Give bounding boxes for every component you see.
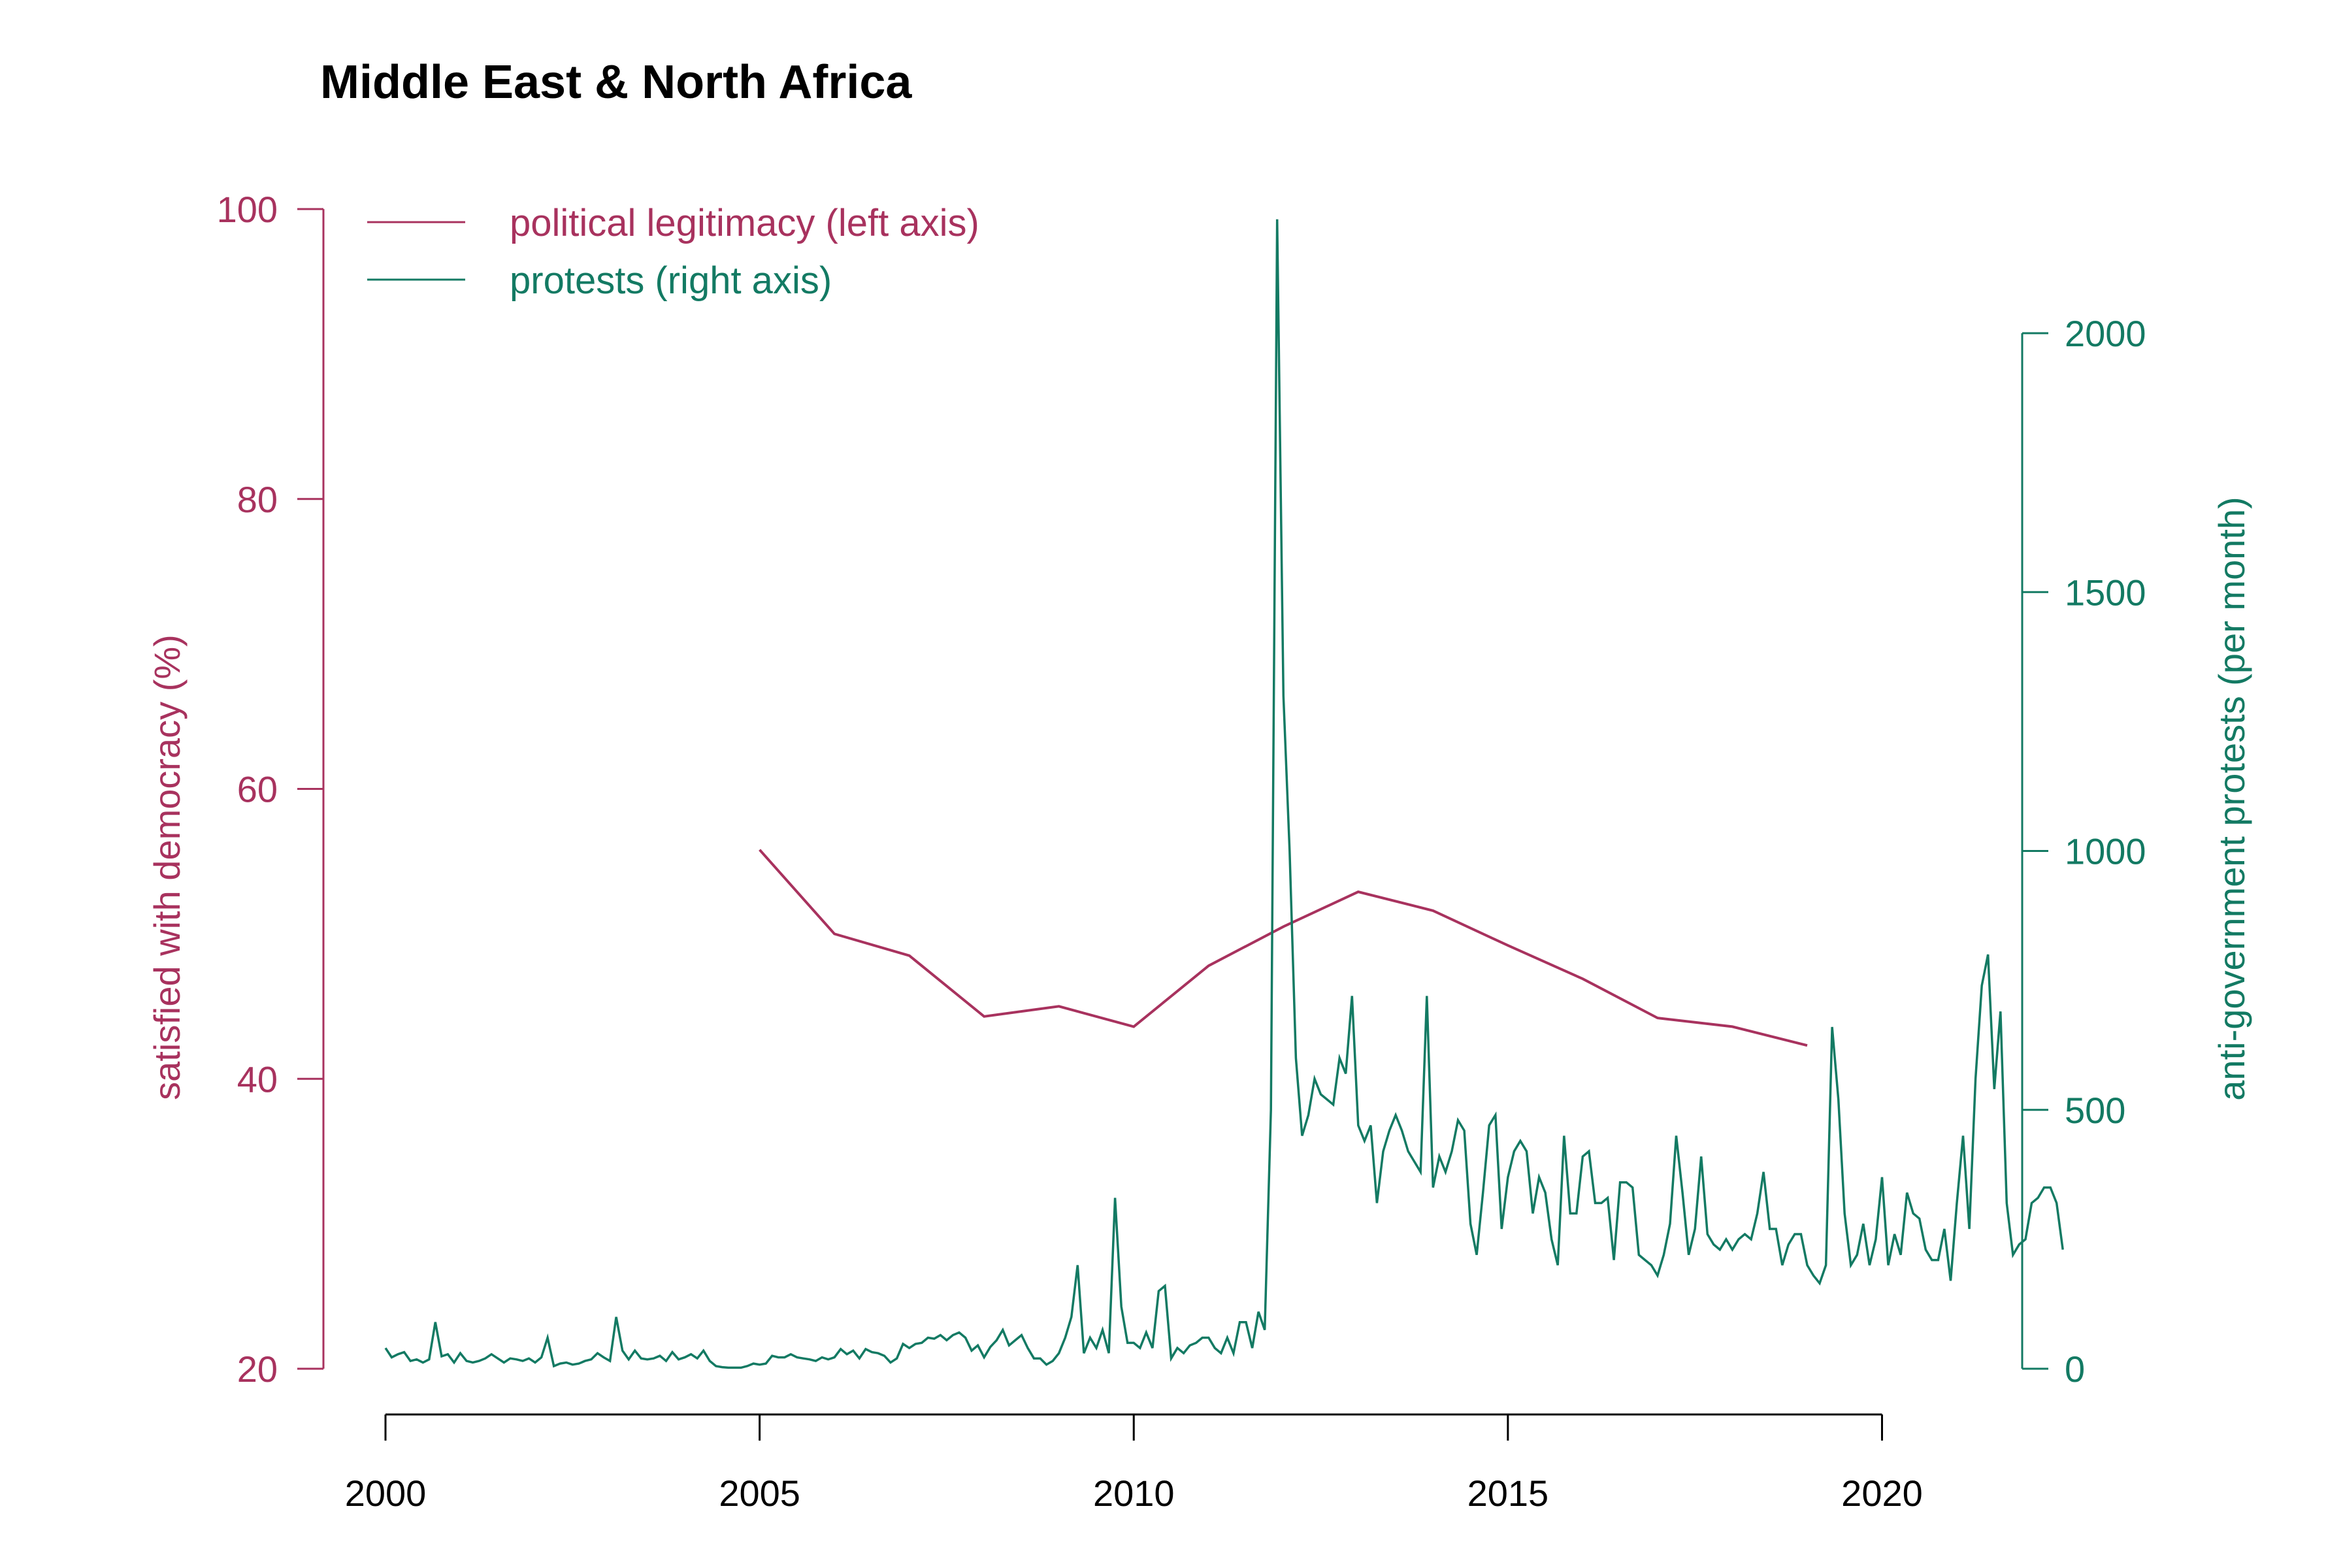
- x-axis-tick-label: 2000: [345, 1473, 427, 1514]
- legend-label-protests: protests (right axis): [510, 259, 832, 302]
- right-axis-label: anti-government protests (per month): [2211, 497, 2252, 1100]
- right-axis: 0 500 1000 1500 2000: [2021, 313, 2146, 1390]
- left-axis-tick-label: 40: [237, 1058, 278, 1100]
- legend-label-political-legitimacy: political legitimacy (left axis): [510, 202, 979, 244]
- left-axis-label: satisfied with democracy (%): [146, 634, 188, 1100]
- legend: political legitimacy (left axis) protest…: [367, 202, 979, 302]
- chart-title: Middle East & North Africa: [320, 56, 912, 108]
- series-line-protests: [384, 219, 2064, 1369]
- x-axis-tick-label: 2020: [1841, 1473, 1923, 1514]
- x-axis-tick-label: 2015: [1467, 1473, 1549, 1514]
- x-axis-tick-label: 2010: [1093, 1473, 1175, 1514]
- left-axis-tick-label: 20: [237, 1348, 278, 1390]
- right-axis-tick-label: 500: [2065, 1090, 2125, 1131]
- x-axis: 2000 2005 2010 2015 2020: [345, 1413, 1923, 1514]
- right-axis-tick-label: 1500: [2065, 572, 2146, 613]
- series-line-political-legitimacy: [759, 849, 1808, 1047]
- left-axis-tick-label: 60: [237, 769, 278, 810]
- right-axis-tick-label: 0: [2065, 1348, 2085, 1390]
- right-axis-tick-label: 2000: [2065, 313, 2146, 354]
- left-axis-tick-label: 80: [237, 479, 278, 520]
- left-axis: 20 40 60 80 100: [217, 189, 325, 1390]
- right-axis-tick-label: 1000: [2065, 831, 2146, 872]
- x-axis-tick-label: 2005: [719, 1473, 800, 1514]
- left-axis-tick-label: 100: [217, 189, 278, 230]
